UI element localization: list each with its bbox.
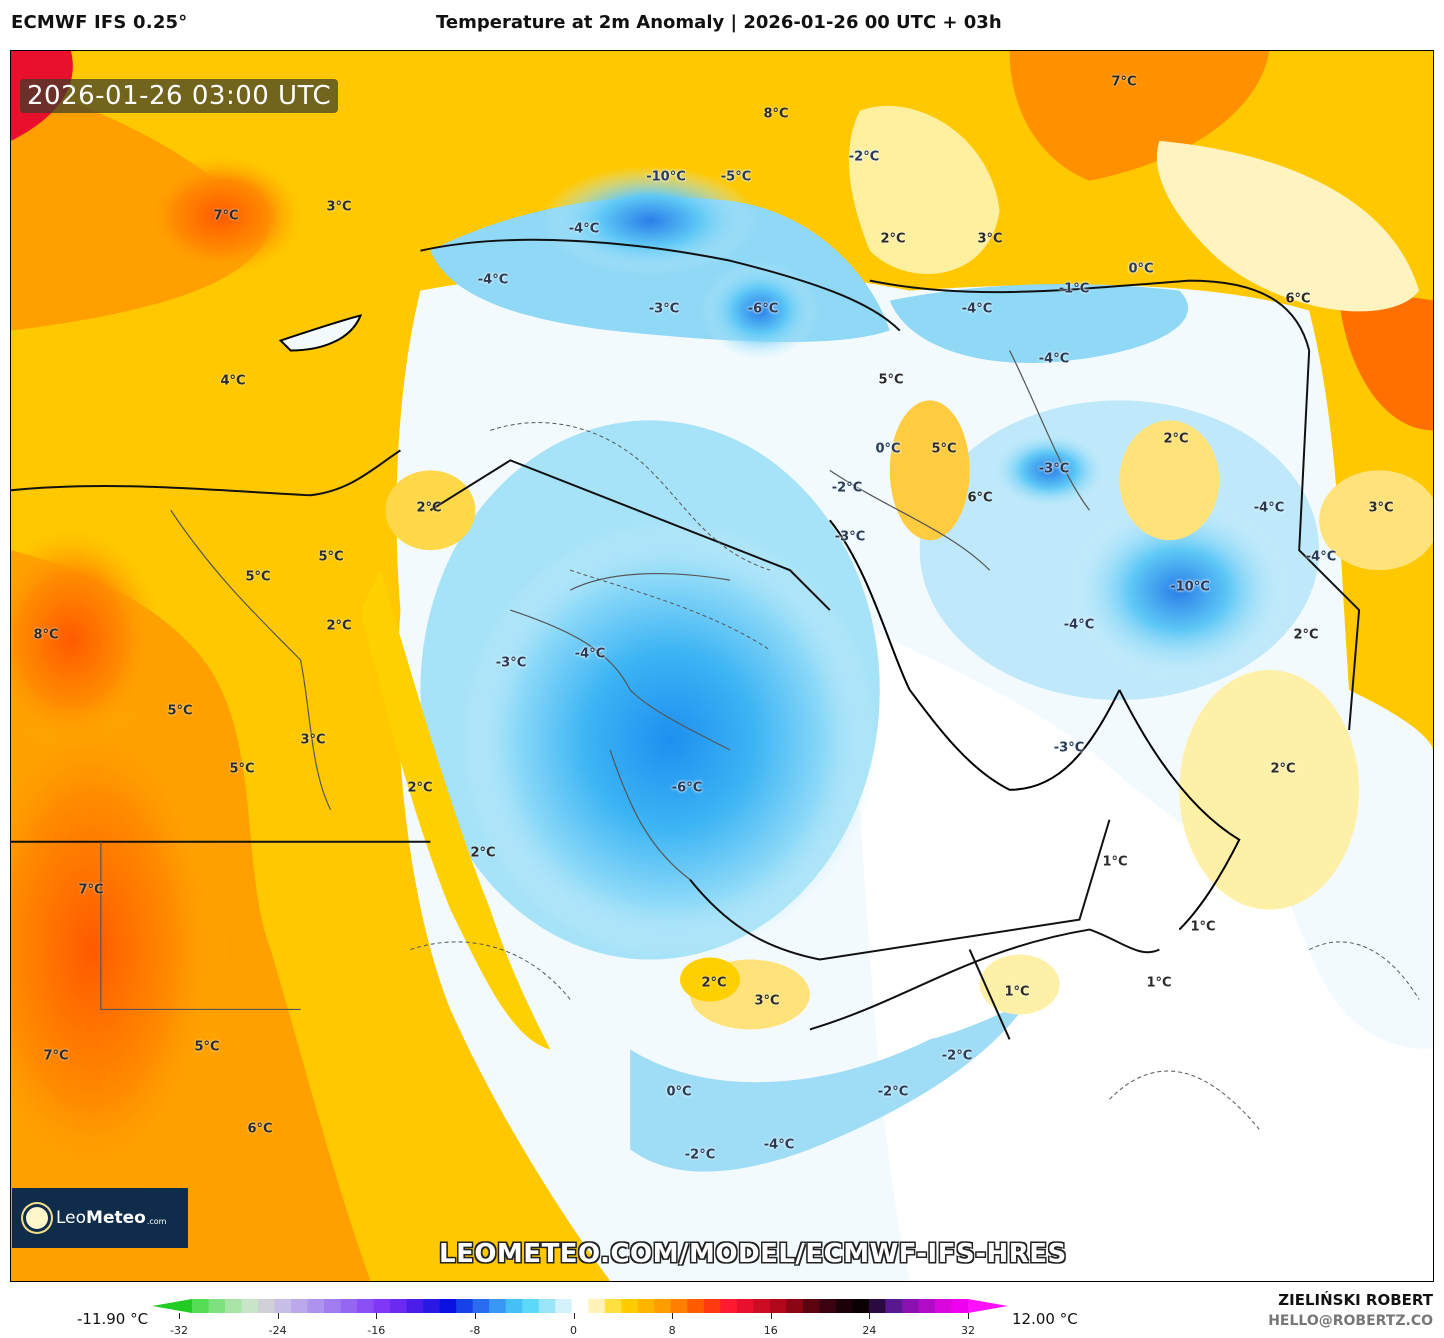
temperature-label: 5°C — [245, 569, 271, 585]
tick-label: -16 — [367, 1324, 386, 1337]
tick-label: 24 — [862, 1324, 877, 1337]
temperature-label: -5°C — [720, 169, 752, 185]
temperature-label: 2°C — [416, 500, 442, 516]
temperature-label: -3°C — [834, 529, 866, 545]
temperature-label: 3°C — [1368, 500, 1394, 516]
temperature-label: 5°C — [167, 703, 193, 719]
temperature-label: 3°C — [300, 732, 326, 748]
leometeo-logo[interactable]: Leo Meteo .com — [12, 1188, 188, 1248]
temperature-label: 2°C — [880, 231, 906, 247]
temperature-label: -4°C — [574, 646, 606, 662]
temperature-label: 2°C — [326, 618, 352, 634]
temperature-label: 8°C — [33, 627, 59, 643]
tick-mark — [474, 1313, 476, 1319]
anomaly-map[interactable]: 2026-01-26 03:00 UTC 7°C 3°C 4°C -10°C -5°C 8… — [10, 50, 1434, 1282]
temperature-label: 5°C — [931, 441, 957, 457]
source-watermark: LEOMETEO.COM/MODEL/ECMWF-IFS-HRES — [439, 1239, 1067, 1269]
temperature-label: 1°C — [1102, 854, 1128, 870]
temperature-label: -2°C — [831, 480, 863, 496]
temperature-label: 5°C — [878, 372, 904, 388]
temperature-label: -3°C — [648, 301, 680, 317]
tick-mark — [376, 1313, 378, 1319]
temperature-label: 3°C — [977, 231, 1003, 247]
temperature-label: 6°C — [247, 1121, 273, 1137]
chart-title: Temperature at 2m Anomaly | 2026-01-26 0… — [436, 12, 1002, 33]
tick-label: 0 — [570, 1324, 577, 1337]
temperature-label: -2°C — [877, 1084, 909, 1100]
temperature-label: -1°C — [1058, 281, 1090, 297]
temperature-label: 6°C — [967, 490, 993, 506]
tick-mark — [277, 1313, 279, 1319]
tick-label: -24 — [268, 1324, 287, 1337]
temperature-label: -2°C — [941, 1048, 973, 1064]
temperature-label: 6°C — [1285, 291, 1311, 307]
temperature-label: -4°C — [1038, 351, 1070, 367]
temperature-label: 2°C — [1270, 761, 1296, 777]
temperature-label: 5°C — [318, 549, 344, 565]
logo-text-com: .com — [146, 1216, 167, 1226]
tick-label: 8 — [668, 1324, 676, 1337]
temperature-anomaly-field — [11, 51, 1433, 1281]
logo-text-leo: Leo — [56, 1208, 87, 1228]
temperature-label: 1°C — [1004, 984, 1030, 1000]
temperature-label: 7°C — [213, 208, 239, 224]
temperature-label: 7°C — [43, 1048, 69, 1064]
valid-time-label: 2026-01-26 03:00 UTC — [20, 79, 339, 113]
tick-mark — [869, 1313, 871, 1319]
temperature-label: -4°C — [1063, 617, 1095, 633]
author-email[interactable]: HELLO@ROBERTZ.CO — [1268, 1313, 1433, 1329]
tick-mark — [968, 1313, 969, 1319]
tick-label: -32 — [170, 1324, 188, 1337]
tick-mark — [179, 1313, 180, 1319]
temperature-label: -6°C — [747, 301, 779, 317]
temperature-label: 3°C — [754, 993, 780, 1009]
temperature-label: -4°C — [1253, 500, 1285, 516]
logo-text-meteo: Meteo — [86, 1208, 146, 1228]
temperature-label: 1°C — [1146, 975, 1172, 991]
legend-min-value: -11.90 °C — [77, 1310, 149, 1328]
temperature-label: 5°C — [229, 761, 255, 777]
temperature-label: 7°C — [1111, 74, 1137, 90]
temperature-label: -4°C — [1305, 549, 1337, 565]
temperature-label: 2°C — [470, 845, 496, 861]
sun-icon — [26, 1207, 48, 1229]
temperature-label: 2°C — [1293, 627, 1319, 643]
temperature-label: 2°C — [407, 780, 433, 796]
tick-label: 32 — [961, 1324, 975, 1337]
tick-label: 16 — [763, 1324, 778, 1337]
temperature-label: -3°C — [495, 655, 527, 671]
tick-mark — [573, 1313, 575, 1319]
temperature-label: 2°C — [1163, 431, 1189, 447]
model-title: ECMWF IFS 0.25° — [11, 12, 188, 33]
tick-mark — [770, 1313, 772, 1319]
temperature-label: -4°C — [477, 272, 509, 288]
temperature-label: 4°C — [220, 373, 246, 389]
temperature-label: -3°C — [1053, 740, 1085, 756]
temperature-label: -4°C — [961, 301, 993, 317]
temperature-label: -4°C — [763, 1137, 795, 1153]
temperature-label: 7°C — [78, 882, 104, 898]
color-scale-bar — [152, 1299, 1008, 1313]
author-name: ZIELIŃSKI ROBERT — [1278, 1291, 1433, 1309]
temperature-label: 3°C — [326, 199, 352, 215]
temperature-label: -3°C — [1038, 461, 1070, 477]
temperature-label: -10°C — [1170, 579, 1210, 595]
temperature-label: -2°C — [684, 1147, 716, 1163]
tick-label: -8 — [469, 1324, 481, 1337]
temperature-label: 5°C — [194, 1039, 220, 1055]
temperature-label: -2°C — [848, 149, 880, 165]
temperature-label: 2°C — [701, 975, 727, 991]
temperature-label: 0°C — [666, 1084, 692, 1100]
tick-mark — [672, 1313, 674, 1319]
temperature-label: 0°C — [875, 441, 901, 457]
temperature-label: 1°C — [1190, 919, 1216, 935]
temperature-label: 0°C — [1128, 261, 1154, 277]
temperature-label: -10°C — [646, 169, 686, 185]
temperature-label: -4°C — [568, 221, 600, 237]
temperature-label: 8°C — [763, 106, 789, 122]
temperature-label: -6°C — [671, 780, 703, 796]
legend-max-value: 12.00 °C — [1012, 1310, 1078, 1328]
